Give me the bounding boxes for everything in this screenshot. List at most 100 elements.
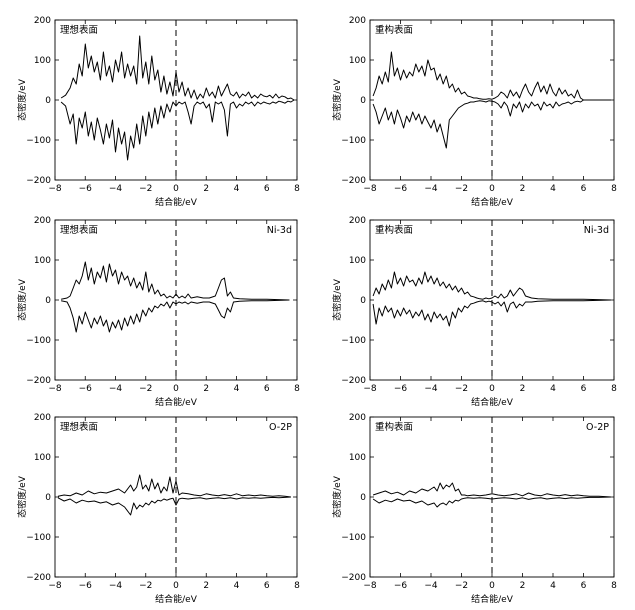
y-axis-label: 态密度/eV [331,278,343,321]
dos-spin-up-line [60,35,295,101]
x-tick-label: 8 [294,581,300,591]
x-axis-label: 结合能/eV [155,196,198,208]
y-tick-label: −200 [26,573,51,583]
panel-title: 重构表面 [375,421,413,433]
x-tick-label: −6 [79,184,93,194]
dos-spin-up-line [372,271,612,301]
dos-spin-up-line [372,51,611,101]
x-tick-label: 0 [489,384,495,394]
dos-spin-up-line [61,261,290,301]
y-tick-label: −100 [26,336,51,346]
x-tick-label: −2 [455,384,468,394]
y-tick-label: −200 [341,176,366,186]
y-tick-label: 200 [34,413,51,423]
x-tick-label: −6 [394,581,408,591]
y-tick-label: 0 [45,96,51,106]
dos-panel-3: −8 −6 −4 −2 0 2 4 6 8 200 100 0 −100 −200 理想表面 Ni-3d 结合能… [16,216,300,408]
x-tick-label: −4 [424,581,438,591]
x-tick-label: 4 [550,384,556,394]
x-tick-label: 0 [173,581,179,591]
x-tick-label: 6 [581,184,587,194]
x-tick-label: −6 [79,384,93,394]
x-tick-label: 6 [264,581,270,591]
x-tick-label: 0 [173,384,179,394]
x-tick-label: −8 [363,384,377,394]
x-tick-label: −4 [424,384,438,394]
dos-spin-up-line [372,482,612,498]
y-tick-label: 200 [34,216,51,226]
orbital-label: O-2P [586,422,609,433]
y-tick-label: 0 [45,296,51,306]
x-tick-label: −4 [424,184,438,194]
x-tick-label: 0 [489,184,495,194]
y-tick-label: 100 [34,56,51,66]
orbital-label: Ni-3d [267,225,292,236]
y-tick-label: −100 [341,336,366,346]
panel-title: 理想表面 [60,224,98,236]
x-tick-label: 8 [611,384,617,394]
y-tick-label: 200 [349,16,366,26]
panel-title: 理想表面 [60,24,98,36]
x-tick-label: 8 [611,581,617,591]
dos-panel-5: −8 −6 −4 −2 0 2 4 6 8 200 100 0 −100 −200 理想表面 O-2P 结合能/… [16,413,300,605]
x-tick-label: −4 [109,184,123,194]
panel-title: 理想表面 [60,421,98,433]
x-tick-label: −6 [394,184,408,194]
dos-spin-down-line [372,99,611,149]
dos-spin-down-line [61,299,290,333]
x-axis-label: 结合能/eV [471,196,514,208]
x-axis-label: 结合能/eV [471,396,514,408]
y-tick-label: 100 [349,256,366,266]
x-tick-label: 4 [234,581,240,591]
x-tick-label: −4 [109,581,123,591]
y-tick-label: −200 [26,376,51,386]
x-tick-label: −8 [48,384,62,394]
y-tick-label: −200 [26,176,51,186]
x-tick-label: 0 [173,184,179,194]
panel-title: 重构表面 [375,224,413,236]
x-tick-label: 2 [520,581,526,591]
y-tick-label: −100 [26,533,51,543]
x-axis-label: 结合能/eV [155,396,198,408]
dos-spin-down-line [372,299,612,327]
dos-panel-6: −8 −6 −4 −2 0 2 4 6 8 200 100 0 −100 −200 重构表面 O-2P 结合能/… [331,413,617,605]
x-tick-label: 6 [264,384,270,394]
x-tick-label: −4 [109,384,123,394]
x-tick-label: 6 [264,184,270,194]
x-tick-label: −2 [139,581,152,591]
panel-title: 重构表面 [375,24,413,36]
orbital-label: Ni-3d [584,225,609,236]
x-tick-label: −2 [139,384,152,394]
x-tick-label: −2 [455,581,468,591]
x-tick-label: 4 [234,384,240,394]
y-tick-label: 0 [360,96,366,106]
y-tick-label: −100 [341,136,366,146]
x-tick-label: 0 [489,581,495,591]
x-tick-label: −8 [48,581,62,591]
y-tick-label: 0 [360,493,366,503]
y-tick-label: 100 [349,56,366,66]
dos-spin-down-line [60,99,295,161]
y-tick-label: 100 [34,453,51,463]
x-tick-label: 2 [203,184,209,194]
y-axis-label: 态密度/eV [16,278,28,321]
x-tick-label: −6 [394,384,408,394]
x-tick-label: −8 [48,184,62,194]
y-tick-label: −100 [341,533,366,543]
y-tick-label: 0 [45,493,51,503]
x-tick-label: −2 [139,184,152,194]
x-tick-label: 2 [520,184,526,194]
y-tick-label: 200 [349,216,366,226]
y-tick-label: −200 [341,376,366,386]
y-tick-label: −100 [26,136,51,146]
orbital-label: O-2P [269,422,292,433]
dos-spin-up-line [57,474,291,498]
x-tick-label: 8 [294,384,300,394]
dos-panel-4: −8 −6 −4 −2 0 2 4 6 8 200 100 0 −100 −200 重构表面 Ni-3d 结合能… [331,216,617,408]
y-tick-label: 100 [34,256,51,266]
x-tick-label: −8 [363,581,377,591]
x-tick-label: 6 [581,384,587,394]
